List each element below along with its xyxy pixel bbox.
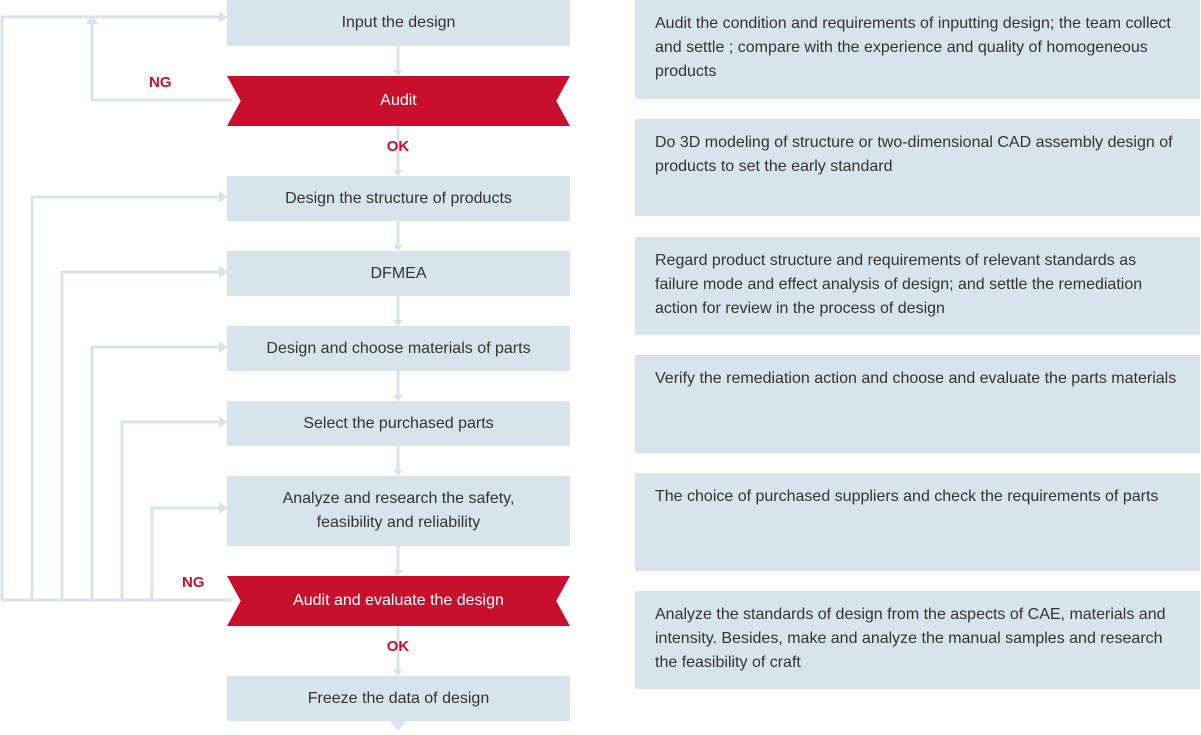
step-input-design: Input the design <box>227 0 570 46</box>
ng-label-audit: NG <box>149 74 172 91</box>
step-label: Select the purchased parts <box>303 414 494 432</box>
decision-audit: Audit <box>227 76 570 126</box>
step-label: Input the design <box>341 14 456 31</box>
decision-label: Audit and evaluate the design <box>293 592 504 609</box>
ng-label-audit-evaluate: NG <box>182 574 205 591</box>
step-dfmea: DFMEA <box>227 251 570 296</box>
decision-label: Audit <box>380 92 417 109</box>
ng-loop-input <box>0 15 220 600</box>
step-select-parts: Select the purchased parts <box>227 401 570 446</box>
step-label: Analyze and research the safety, feasibi… <box>282 490 515 531</box>
step-freeze-data: Freeze the data of design <box>227 676 570 721</box>
ng-loop-audit <box>90 22 232 102</box>
note-text: Analyze the standards of design from the… <box>655 606 1166 671</box>
ok-label-audit: OK <box>386 138 410 155</box>
step-label: Freeze the data of design <box>307 689 490 707</box>
ng-loop-dfmea <box>60 270 220 600</box>
note-text: Audit the condition and requirements of … <box>655 15 1171 80</box>
note-text: Verify the remediation action and choose… <box>655 370 1177 387</box>
step-label: Design and choose materials of parts <box>266 339 531 357</box>
ng-loop-structure <box>30 195 220 600</box>
decision-audit-evaluate: Audit and evaluate the design <box>227 576 570 626</box>
note-text: The choice of purchased suppliers and ch… <box>655 488 1159 505</box>
step-label: DFMEA <box>370 264 427 282</box>
note-materials: Verify the remediation action and choose… <box>635 355 1200 453</box>
ng-loop-analyze <box>150 506 220 600</box>
step-analyze-research: Analyze and research the safety, feasibi… <box>227 476 570 546</box>
note-dfmea: Regard product structure and requirement… <box>635 237 1200 335</box>
note-text: Do 3D modeling of structure or two-dimen… <box>655 134 1173 175</box>
note-input-audit: Audit the condition and requirements of … <box>635 0 1200 99</box>
ng-loop-materials <box>90 345 220 600</box>
ng-loop-parts <box>120 420 220 600</box>
note-text: Regard product structure and requirement… <box>655 252 1143 317</box>
note-analyze-audit: Analyze the standards of design from the… <box>635 591 1200 689</box>
ok-label-audit-evaluate: OK <box>386 638 410 655</box>
step-label: Design the structure of products <box>285 189 512 207</box>
note-structure: Do 3D modeling of structure or two-dimen… <box>635 119 1200 216</box>
step-design-structure: Design the structure of products <box>227 176 570 221</box>
note-purchased-parts: The choice of purchased suppliers and ch… <box>635 473 1200 571</box>
step-choose-materials: Design and choose materials of parts <box>227 326 570 371</box>
